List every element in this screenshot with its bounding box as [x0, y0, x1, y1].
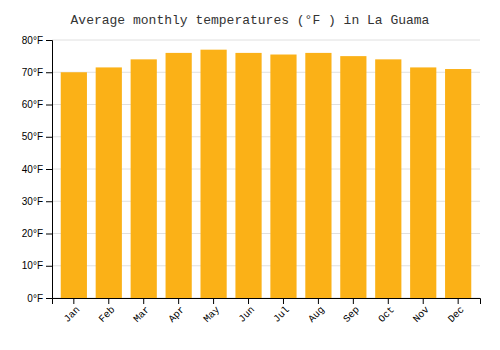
- tick-mark: [46, 137, 52, 138]
- tick: May: [202, 298, 223, 325]
- tick-mark: [213, 298, 214, 304]
- tick-label: 30°F: [22, 196, 43, 207]
- tick-mark: [423, 298, 424, 304]
- bar: [200, 50, 226, 298]
- y-axis: 0°F 10°F 20°F 30°F 40°F 50°F 60°F 70°F 80°F: [22, 35, 53, 304]
- tick-label: Apr: [167, 304, 188, 325]
- tick-mark: [143, 298, 144, 304]
- tick-mark: [388, 298, 389, 304]
- tick-mark: [318, 298, 319, 304]
- tick-mark: [178, 298, 179, 304]
- tick-label: Feb: [97, 304, 118, 325]
- tick: Apr: [167, 298, 188, 325]
- tick-label: Oct: [376, 304, 397, 325]
- tick-mark: [46, 201, 52, 202]
- bar: [340, 56, 366, 298]
- tick: 80°F: [22, 35, 52, 46]
- tick-mark: [73, 298, 74, 304]
- tick: Jun: [236, 298, 257, 325]
- tick: 70°F: [22, 67, 52, 78]
- tick-label: 10°F: [22, 260, 43, 271]
- tick-mark: [353, 298, 354, 304]
- tick-label: Jun: [236, 304, 257, 325]
- tick-mark: [283, 298, 284, 304]
- bars: [61, 50, 472, 298]
- plot: 0°F 10°F 20°F 30°F 40°F 50°F 60°F 70°F 80°F Jan Fe…: [22, 35, 481, 325]
- bar: [375, 59, 401, 298]
- bar: [235, 53, 261, 298]
- grid: [52, 40, 480, 298]
- tick-label: 40°F: [22, 164, 43, 175]
- tick-label: Mar: [132, 304, 153, 325]
- tick: 30°F: [22, 196, 52, 207]
- tick-label: 20°F: [22, 228, 43, 239]
- tick: Oct: [376, 298, 397, 325]
- tick: 0°F: [27, 293, 52, 304]
- tick-mark: [46, 266, 52, 267]
- tick: 60°F: [22, 99, 52, 110]
- tick: Aug: [306, 298, 327, 325]
- axis-line: [46, 41, 53, 299]
- bar: [61, 72, 87, 298]
- tick-label: 50°F: [22, 131, 43, 142]
- tick-mark: [248, 298, 249, 304]
- bar: [166, 53, 192, 298]
- tick: Feb: [97, 298, 118, 325]
- tick-label: Jul: [271, 304, 292, 325]
- tick-label: May: [202, 304, 223, 325]
- tick-mark: [46, 105, 52, 106]
- axis-line: [53, 299, 481, 305]
- tick-label: Nov: [411, 304, 432, 325]
- tick-label: 70°F: [22, 67, 43, 78]
- tick-label: Aug: [306, 304, 327, 325]
- tick: Jan: [62, 298, 83, 325]
- tick-label: 60°F: [22, 99, 43, 110]
- title: Average monthly temperatures (°F ) in La…: [71, 13, 430, 28]
- tick: 20°F: [22, 228, 52, 239]
- tick-label: 80°F: [22, 35, 43, 46]
- bar: [270, 55, 296, 298]
- tick: Sep: [341, 298, 362, 325]
- tick: 10°F: [22, 260, 52, 271]
- tick-label: Dec: [446, 304, 467, 325]
- tick-mark: [46, 169, 52, 170]
- tick-mark: [108, 298, 109, 304]
- tick: Dec: [446, 298, 467, 325]
- chart: 0°F 10°F 20°F 30°F 40°F 50°F 60°F 70°F 80°F Jan Fe…: [0, 0, 500, 350]
- tick-label: 0°F: [27, 293, 43, 304]
- tick: Jul: [271, 298, 292, 325]
- tick-label: Jan: [62, 304, 83, 325]
- x-axis: Jan Feb Mar Apr May Jun Jul Aug Sep Oct Nov Dec: [53, 298, 481, 325]
- bar: [96, 67, 122, 298]
- tick-mark: [46, 234, 52, 235]
- bar: [305, 53, 331, 298]
- tick-mark: [46, 40, 52, 41]
- tick: 50°F: [22, 131, 52, 142]
- tick: 40°F: [22, 164, 52, 175]
- bar: [131, 59, 157, 298]
- bar: [410, 67, 436, 298]
- tick-mark: [46, 72, 52, 73]
- tick: Mar: [132, 298, 153, 325]
- tick-label: Sep: [341, 304, 362, 325]
- grid-line: [52, 40, 480, 41]
- tick-mark: [458, 298, 459, 304]
- tick-mark: [46, 298, 52, 299]
- bar: [445, 69, 471, 298]
- tick: Nov: [411, 298, 432, 325]
